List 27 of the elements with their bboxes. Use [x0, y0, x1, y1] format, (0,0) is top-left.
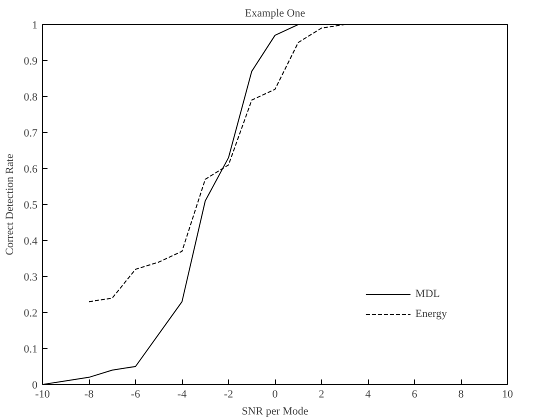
x-axis-title: SNR per Mode	[242, 406, 308, 418]
y-tick-label: 0.9	[24, 56, 38, 68]
y-tick-label: 1	[32, 20, 38, 32]
x-tick-label: 4	[365, 388, 372, 400]
y-tick-label: 0.4	[24, 236, 38, 248]
x-tick-label: -4	[177, 388, 188, 400]
x-tick-label: -6	[130, 388, 141, 400]
y-tick-label: 0.6	[24, 164, 38, 176]
y-axis-title: Correct Detection Rate	[4, 154, 16, 256]
x-tick-label: 0	[272, 388, 278, 400]
x-tick-label: 2	[318, 388, 324, 400]
y-tick-label: 0.2	[24, 308, 38, 320]
x-tick-label: 8	[458, 388, 464, 400]
x-tick-label: 6	[412, 388, 418, 400]
x-tick-label: -10	[35, 388, 50, 400]
legend-label: MDL	[415, 288, 440, 300]
y-tick-label: 0.7	[24, 128, 38, 140]
x-tick-label: -2	[224, 388, 234, 400]
x-tick-label: 10	[502, 388, 514, 400]
y-tick-label: 0.5	[24, 200, 38, 212]
y-tick-label: 0.1	[24, 344, 38, 356]
x-tick-label: -8	[84, 388, 94, 400]
y-tick-label: 0.3	[24, 272, 38, 284]
y-tick-label: 0	[32, 380, 38, 392]
y-tick-label: 0.8	[24, 92, 38, 104]
chart-title: Example One	[244, 8, 306, 20]
legend-label: Energy	[415, 308, 447, 320]
